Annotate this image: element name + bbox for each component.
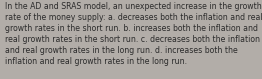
Text: In the AD and SRAS model, an unexpected increase in the growth
rate of the money: In the AD and SRAS model, an unexpected … xyxy=(5,2,262,66)
